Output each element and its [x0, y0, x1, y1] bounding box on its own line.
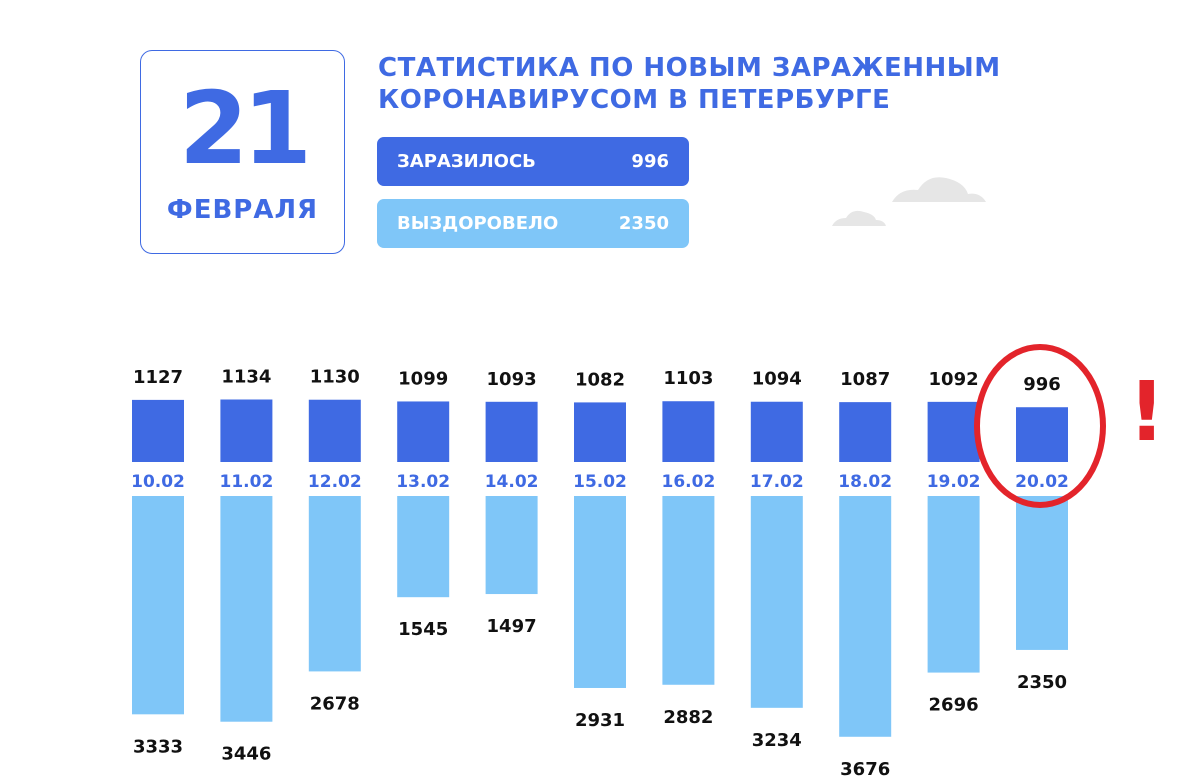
- infected-value-label-5: 1082: [575, 369, 625, 390]
- date-label-9: 19.02: [927, 472, 981, 492]
- recovered-bar-0: [132, 496, 184, 715]
- recovered-value: 2350: [618, 213, 669, 234]
- infected-summary: ЗАРАЗИЛОСЬ 996: [377, 137, 689, 186]
- infected-value-label-6: 1103: [663, 368, 713, 389]
- clouds-decoration: [832, 177, 986, 226]
- infected-value-label-4: 1093: [487, 369, 537, 390]
- recovered-value-label-9: 2696: [929, 695, 979, 716]
- recovered-value-label-10: 2350: [1017, 672, 1067, 693]
- recovered-value-label-3: 1545: [398, 619, 448, 640]
- date-card: 21 ФЕВРАЛЯ: [140, 50, 345, 254]
- recovered-value-label-5: 2931: [575, 710, 625, 731]
- recovered-value-label-6: 2882: [663, 707, 713, 728]
- infected-bar-2: [308, 399, 361, 462]
- date-label-6: 16.02: [662, 472, 716, 492]
- highlight-circle: [974, 344, 1106, 508]
- recovered-value-label-8: 3676: [840, 759, 890, 780]
- date-label-4: 14.02: [485, 472, 539, 492]
- recovered-value-label-0: 3333: [133, 736, 183, 757]
- infected-bar-6: [662, 401, 715, 462]
- recovered-bar-10: [1016, 496, 1068, 650]
- cloud-small-icon: [832, 210, 886, 226]
- recovered-bar-1: [220, 496, 273, 722]
- date-label-3: 13.02: [396, 472, 450, 492]
- infected-bar-0: [132, 399, 184, 462]
- infected-bar-3: [397, 401, 450, 462]
- infected-label: ЗАРАЗИЛОСЬ: [397, 151, 536, 172]
- title-line-1: СТАТИСТИКА ПО НОВЫМ ЗАРАЖЕННЫМ: [378, 53, 1001, 83]
- infected-value-label-1: 1134: [221, 366, 271, 387]
- infected-value: 996: [631, 151, 669, 172]
- recovered-value-label-1: 3446: [221, 744, 271, 765]
- cloud-large-icon: [892, 177, 986, 202]
- title-line-2: КОРОНАВИРУСОМ В ПЕТЕРБУРГЕ: [378, 85, 891, 115]
- infected-bar-7: [750, 401, 803, 462]
- recovered-bar-4: [485, 496, 538, 595]
- infected-value-label-7: 1094: [752, 369, 802, 390]
- recovered-bar-9: [927, 496, 980, 673]
- date-label-5: 15.02: [573, 472, 627, 492]
- recovered-value-label-2: 2678: [310, 693, 360, 714]
- exclamation-mark: !: [1128, 365, 1166, 460]
- infected-bar-1: [220, 399, 273, 462]
- recovered-bar-5: [574, 496, 626, 688]
- infected-bar-5: [574, 402, 626, 462]
- date-label-0: 10.02: [131, 472, 185, 492]
- recovered-value-label-4: 1497: [487, 616, 537, 637]
- date-label-8: 18.02: [838, 472, 892, 492]
- date-month: ФЕВРАЛЯ: [166, 195, 319, 225]
- infected-value-label-0: 1127: [133, 367, 183, 388]
- infected-value-label-10: 996: [1023, 374, 1061, 395]
- recovered-label: ВЫЗДОРОВЕЛО: [397, 213, 559, 234]
- date-day: 21: [178, 70, 312, 187]
- infected-value-label-9: 1092: [929, 369, 979, 390]
- infected-value-label-8: 1087: [840, 369, 890, 390]
- recovered-bar-3: [397, 496, 450, 598]
- recovered-summary: ВЫЗДОРОВЕЛО 2350: [377, 199, 689, 248]
- date-label-10: 20.02: [1015, 472, 1069, 492]
- recovered-bar-8: [839, 496, 892, 737]
- page-title: СТАТИСТИКА ПО НОВЫМ ЗАРАЖЕННЫМ КОРОНАВИР…: [378, 52, 1028, 116]
- recovered-bar-6: [662, 496, 715, 685]
- infected-bar-10: [1016, 407, 1068, 462]
- recovered-bar-7: [750, 496, 803, 708]
- date-label-2: 12.02: [308, 472, 362, 492]
- infected-bar-4: [485, 401, 538, 462]
- infected-value-label-2: 1130: [310, 367, 360, 388]
- infected-bar-9: [927, 401, 980, 462]
- date-label-7: 17.02: [750, 472, 804, 492]
- infected-bar-8: [839, 402, 892, 462]
- infected-value-label-3: 1099: [398, 368, 448, 389]
- recovered-bar-2: [308, 496, 361, 672]
- date-label-1: 11.02: [220, 472, 274, 492]
- recovered-value-label-7: 3234: [752, 730, 802, 751]
